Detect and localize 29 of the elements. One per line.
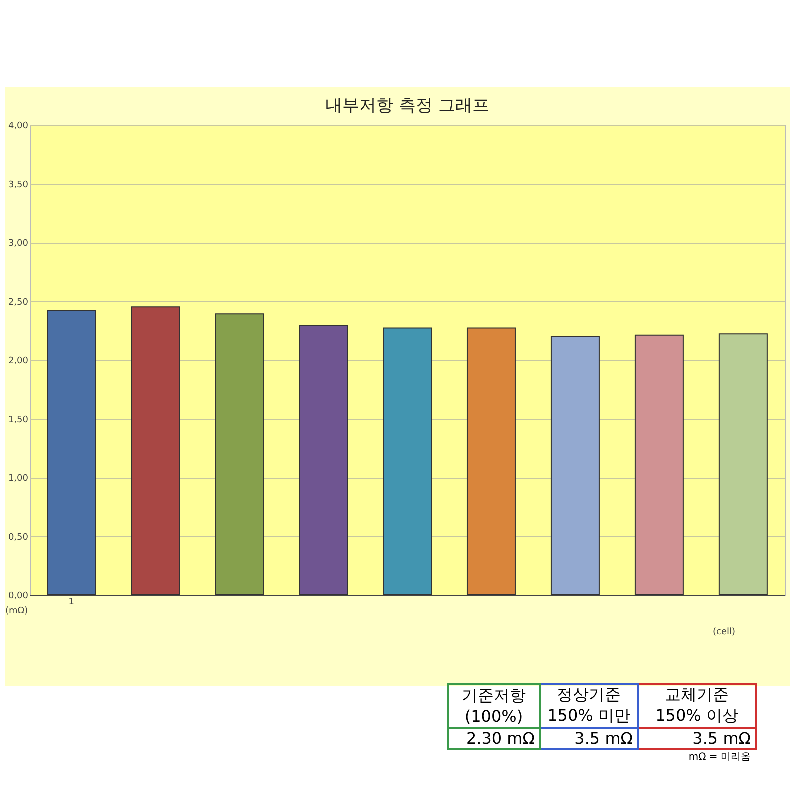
- x-tick-label: 1: [68, 598, 74, 608]
- bar: [718, 334, 768, 596]
- chart-title: 내부저항 측정 그래프: [326, 96, 490, 116]
- text: 기준저항(100%): [448, 684, 540, 728]
- bar: [215, 314, 264, 596]
- y-tick-label: 1,00: [8, 474, 29, 484]
- text: mΩ = 미리옴: [688, 751, 752, 764]
- y-tick-label: 3,00: [8, 239, 29, 249]
- y-tick-label: 0,50: [8, 532, 29, 543]
- y-tick-label: 1,50: [8, 415, 29, 426]
- bar: [47, 310, 96, 596]
- y-tick-label: 3,50: [8, 180, 29, 190]
- bar: [131, 306, 180, 596]
- text: 2.30 mΩ: [448, 728, 540, 749]
- y-tick-label: 4,00: [8, 122, 29, 132]
- y-tick-label: 0,00: [8, 592, 29, 602]
- bar: [383, 328, 432, 596]
- y-tick-label: 2,50: [8, 298, 29, 308]
- y-tick-label: 2,00: [8, 356, 29, 366]
- text: 3.5 mΩ: [638, 728, 756, 749]
- bar: [634, 334, 684, 596]
- bar: [550, 336, 600, 596]
- bar: [299, 325, 348, 596]
- bar: [466, 328, 516, 596]
- text: 3.5 mΩ: [540, 728, 638, 749]
- x-axis-title: (cell): [712, 628, 736, 638]
- text: 정상기준 150% 미만: [540, 684, 638, 728]
- y-axis-title: (mΩ): [6, 606, 28, 616]
- text: 교체기준 150% 이상: [638, 684, 756, 728]
